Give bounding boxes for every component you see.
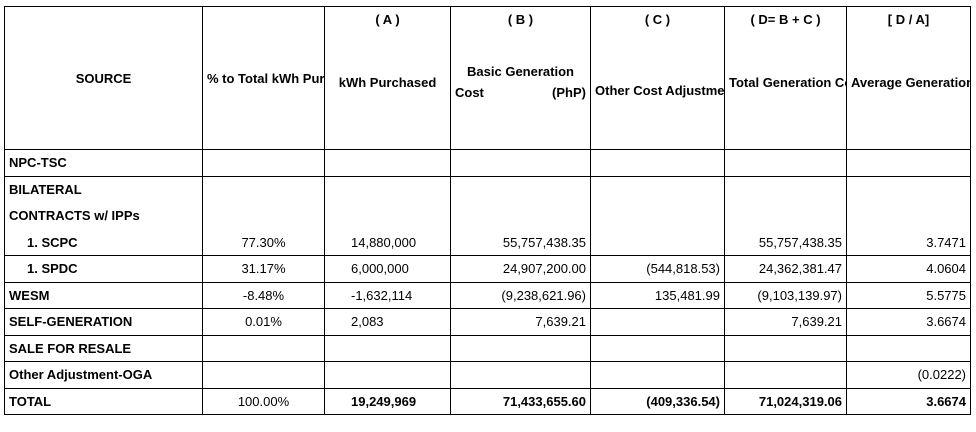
table-cell bbox=[202, 149, 325, 177]
table-cell bbox=[202, 361, 325, 389]
total-row: TOTAL 100.00% 19,249,969 71,433,655.60 (… bbox=[4, 387, 971, 415]
header-letter-c: ( C ) bbox=[644, 12, 671, 27]
table-cell: 3.6674 bbox=[846, 308, 971, 336]
table-cell: 3.6674 bbox=[846, 387, 971, 415]
table-cell bbox=[590, 229, 725, 256]
table-cell bbox=[724, 334, 847, 362]
generation-cost-table: SOURCE % to Total kWh Purchased ( A ) kW… bbox=[4, 6, 971, 415]
table-row: 1. SPDC 31.17% 6,000,000 24,907,200.00 (… bbox=[4, 255, 971, 283]
table-cell bbox=[590, 334, 725, 362]
table-cell bbox=[202, 175, 325, 203]
table-cell bbox=[202, 334, 325, 362]
header-basic: ( B ) Basic Generation Cost (PhP) bbox=[450, 6, 591, 150]
table-cell: 2,083 bbox=[324, 308, 451, 336]
table-cell: NPC-TSC bbox=[4, 149, 203, 177]
table-cell: (409,336.54) bbox=[590, 387, 725, 415]
table-cell bbox=[724, 361, 847, 389]
table-row: CONTRACTS w/ IPPs bbox=[4, 202, 971, 229]
header-other: ( C ) Other Cost Adjustments (DAA, NSS, … bbox=[590, 6, 725, 150]
table-cell: (0.0222) bbox=[846, 361, 971, 389]
table-cell bbox=[324, 361, 451, 389]
table-cell bbox=[450, 149, 591, 177]
table-cell bbox=[324, 149, 451, 177]
table-cell: 71,024,319.06 bbox=[724, 387, 847, 415]
table-cell bbox=[450, 334, 591, 362]
header-source: SOURCE bbox=[4, 6, 203, 150]
table-cell bbox=[846, 334, 971, 362]
table-cell: 100.00% bbox=[202, 387, 325, 415]
table-cell: 7,639.21 bbox=[450, 308, 591, 336]
table-cell: -1,632,114 bbox=[324, 281, 451, 309]
table-cell: 19,249,969 bbox=[324, 387, 451, 415]
header-total-gen: ( D= B + C ) Total Generation Cost for t… bbox=[724, 6, 847, 150]
header-row: SOURCE % to Total kWh Purchased ( A ) kW… bbox=[4, 6, 971, 150]
table-cell: 31.17% bbox=[202, 255, 325, 283]
table-row: Other Adjustment-OGA (0.0222) bbox=[4, 361, 971, 389]
table-cell: TOTAL bbox=[4, 387, 203, 415]
table-cell: 6,000,000 bbox=[324, 255, 451, 283]
table-cell: 24,362,381.47 bbox=[724, 255, 847, 283]
table-cell bbox=[324, 202, 451, 229]
table-cell bbox=[846, 202, 971, 229]
table-cell bbox=[590, 149, 725, 177]
table-row: SALE FOR RESALE bbox=[4, 334, 971, 362]
table-cell bbox=[202, 202, 325, 229]
table-cell: 7,639.21 bbox=[724, 308, 847, 336]
table-row: 1. SCPC 77.30% 14,880,000 55,757,438.35 … bbox=[4, 229, 971, 256]
header-letter-d: ( D= B + C ) bbox=[750, 12, 821, 27]
header-letter-b: ( B ) bbox=[507, 12, 534, 27]
table-cell: 1. SCPC bbox=[4, 229, 203, 256]
table-cell: (9,103,139.97) bbox=[724, 281, 847, 309]
table-cell bbox=[846, 175, 971, 203]
table-cell bbox=[450, 175, 591, 203]
table-cell: 3.7471 bbox=[846, 229, 971, 256]
table-cell: 5.5775 bbox=[846, 281, 971, 309]
table-cell bbox=[724, 175, 847, 203]
table-cell: 1. SPDC bbox=[4, 255, 203, 283]
table-cell: CONTRACTS w/ IPPs bbox=[4, 202, 203, 229]
table-cell bbox=[450, 202, 591, 229]
table-cell: WESM bbox=[4, 281, 203, 309]
table-cell bbox=[724, 149, 847, 177]
table-row: WESM -8.48% -1,632,114 (9,238,621.96) 13… bbox=[4, 281, 971, 309]
table-cell: 55,757,438.35 bbox=[450, 229, 591, 256]
table-cell: 24,907,200.00 bbox=[450, 255, 591, 283]
table-cell: 77.30% bbox=[202, 229, 325, 256]
table-cell: 71,433,655.60 bbox=[450, 387, 591, 415]
table-cell: SALE FOR RESALE bbox=[4, 334, 203, 362]
header-avg: [ D / A] Average Generation Cost (PhP/kW… bbox=[846, 6, 971, 150]
header-letter-a: ( A ) bbox=[375, 12, 400, 27]
table-cell bbox=[724, 202, 847, 229]
table-cell: BILATERAL bbox=[4, 175, 203, 203]
table-cell bbox=[590, 308, 725, 336]
table-cell: Other Adjustment-OGA bbox=[4, 361, 203, 389]
header-pct: % to Total kWh Purchased bbox=[202, 6, 325, 150]
table-cell: 135,481.99 bbox=[590, 281, 725, 309]
header-letter-da: [ D / A] bbox=[887, 12, 930, 27]
table-cell: 55,757,438.35 bbox=[724, 229, 847, 256]
table-cell: 14,880,000 bbox=[324, 229, 451, 256]
table-cell bbox=[590, 202, 725, 229]
table-row: SELF-GENERATION 0.01% 2,083 7,639.21 7,6… bbox=[4, 308, 971, 336]
table-cell: -8.48% bbox=[202, 281, 325, 309]
table-cell: (544,818.53) bbox=[590, 255, 725, 283]
table-cell bbox=[590, 175, 725, 203]
table-cell: 4.0604 bbox=[846, 255, 971, 283]
table-cell bbox=[450, 361, 591, 389]
table-cell: SELF-GENERATION bbox=[4, 308, 203, 336]
table-cell bbox=[590, 361, 725, 389]
table-row: BILATERAL bbox=[4, 175, 971, 203]
header-kwh: ( A ) kWh Purchased bbox=[324, 6, 451, 150]
table-cell: (9,238,621.96) bbox=[450, 281, 591, 309]
table-cell bbox=[846, 149, 971, 177]
table-cell bbox=[324, 175, 451, 203]
table-row: NPC-TSC bbox=[4, 149, 971, 177]
table-cell: 0.01% bbox=[202, 308, 325, 336]
table-cell bbox=[324, 334, 451, 362]
